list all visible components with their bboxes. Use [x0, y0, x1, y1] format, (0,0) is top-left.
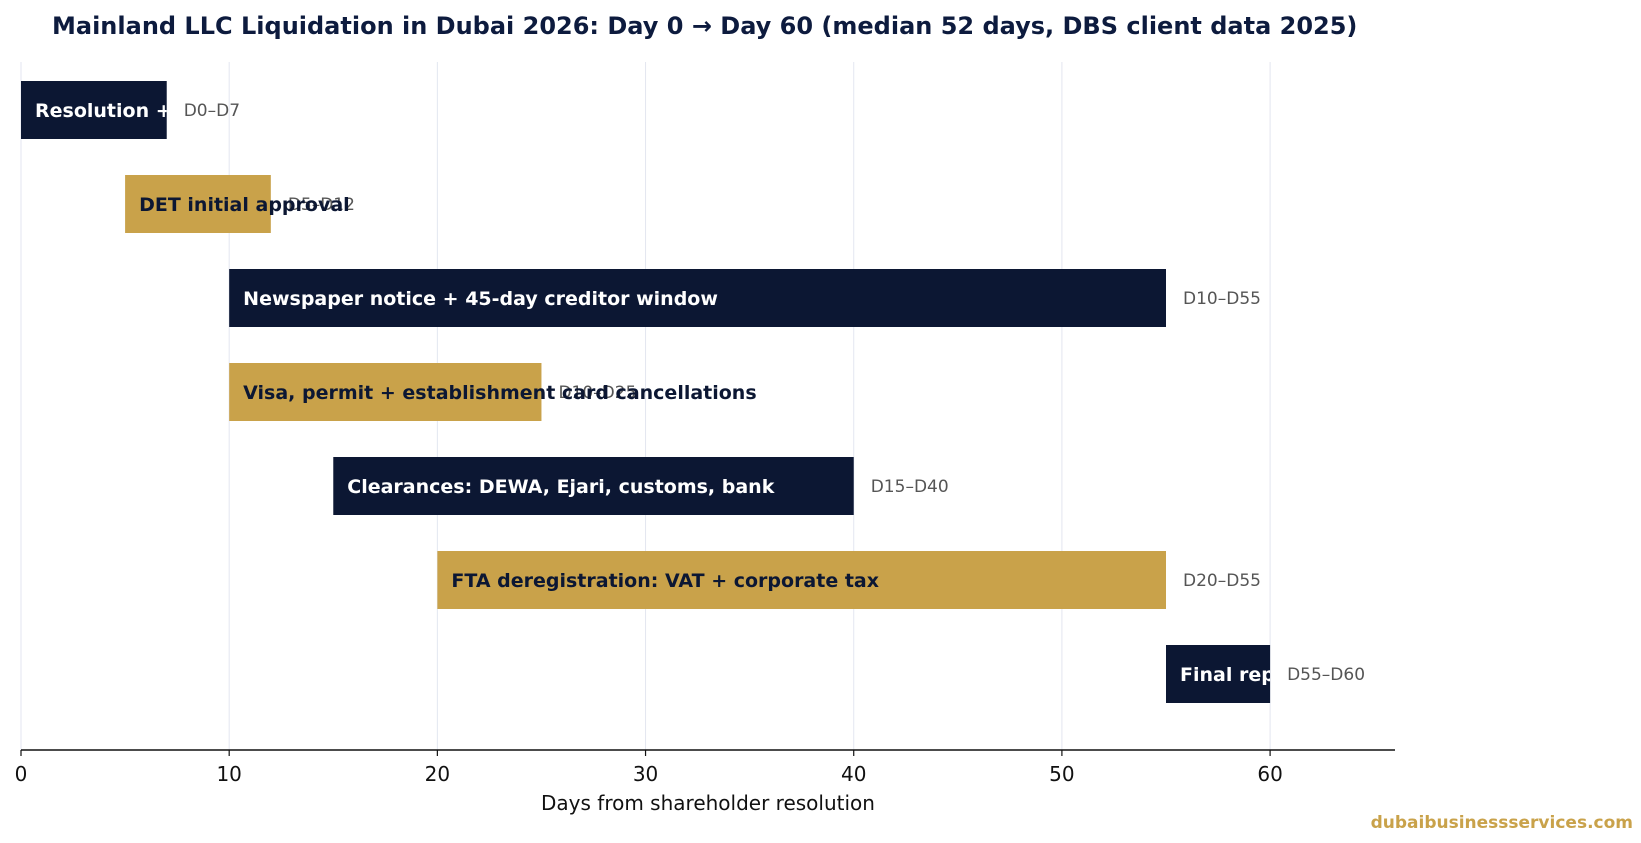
task-label: Clearances: DEWA, Ejari, customs, bank: [347, 476, 774, 498]
task-bar: [229, 363, 542, 421]
x-tick-label: 30: [633, 762, 658, 786]
task-label-clip: Final report + DET licence cancellation: [1180, 664, 1595, 686]
chart-title: Mainland LLC Liquidation in Dubai 2026: …: [52, 12, 1357, 40]
watermark: dubaibusinessservices.com: [1371, 813, 1633, 833]
task-range-label: D55–D60: [1287, 665, 1365, 685]
task-range-label: D5–D12: [288, 195, 355, 215]
task-range-label: D0–D7: [184, 101, 240, 121]
task-bar: [229, 269, 1166, 327]
x-axis-ticks: 0 10 20 30 40 50 60: [15, 750, 1283, 786]
x-tick-label: 40: [841, 762, 866, 786]
task-label-clip: Clearances: DEWA, Ejari, customs, bank: [347, 476, 774, 498]
task-range-label: D15–D40: [871, 477, 949, 497]
task-label: Final report + DET licence cancellation: [1180, 664, 1595, 686]
task-bar: [437, 551, 1166, 609]
task-label: Visa, permit + establishment card cancel…: [243, 382, 756, 404]
task-label: DET initial approval: [139, 194, 350, 216]
x-tick-label: 50: [1049, 762, 1074, 786]
task-bars: Resolution + liquidator appointmentD0–D7…: [21, 81, 1595, 703]
task-label: Resolution + liquidator appointment: [35, 100, 427, 122]
task-label: Newspaper notice + 45-day creditor windo…: [243, 288, 718, 310]
task-range-label: D10–D25: [558, 383, 636, 403]
task-label-clip: Resolution + liquidator appointment: [35, 100, 427, 122]
x-tick-label: 0: [15, 762, 28, 786]
task-range-label: D10–D55: [1183, 289, 1261, 309]
x-tick-label: 60: [1257, 762, 1282, 786]
x-tick-label: 10: [216, 762, 241, 786]
task-label-clip: Newspaper notice + 45-day creditor windo…: [243, 288, 718, 310]
x-axis-title: Days from shareholder resolution: [541, 791, 875, 815]
x-tick-label: 20: [425, 762, 450, 786]
task-range-label: D20–D55: [1183, 571, 1261, 591]
task-bar: [1166, 645, 1271, 703]
task-bar: [125, 175, 271, 233]
grid-lines: [20, 62, 1271, 750]
task-label: FTA deregistration: VAT + corporate tax: [451, 570, 879, 592]
task-bar: [21, 81, 167, 139]
task-bar: [333, 457, 854, 515]
